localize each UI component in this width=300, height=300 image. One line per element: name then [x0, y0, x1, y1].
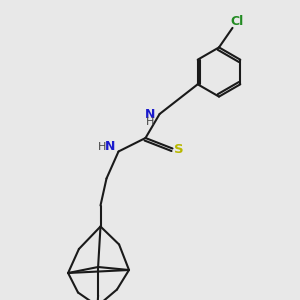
Text: S: S	[174, 142, 184, 156]
Text: N: N	[145, 107, 155, 121]
Text: N: N	[105, 140, 115, 154]
Text: H: H	[146, 117, 154, 128]
Text: Cl: Cl	[230, 15, 244, 28]
Text: H: H	[98, 142, 106, 152]
